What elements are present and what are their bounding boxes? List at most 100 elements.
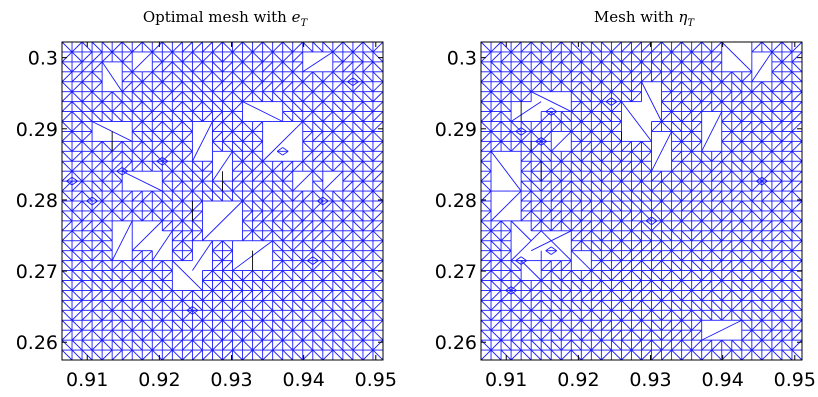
mesh-edge bbox=[372, 111, 384, 122]
mesh-edge bbox=[352, 170, 364, 182]
mesh-edge bbox=[71, 176, 78, 182]
mesh-edge bbox=[282, 81, 294, 93]
mesh-edge bbox=[71, 41, 83, 53]
mesh-edge bbox=[282, 101, 294, 112]
mesh-edge bbox=[222, 290, 233, 301]
mesh-edge bbox=[212, 190, 223, 202]
mesh-edge bbox=[151, 150, 163, 162]
mesh-edge bbox=[212, 180, 223, 192]
mesh-edge bbox=[322, 309, 334, 321]
mesh-edge bbox=[282, 170, 294, 182]
mesh-edge bbox=[312, 329, 324, 341]
mesh-edge bbox=[172, 260, 203, 291]
mesh-edge bbox=[242, 141, 253, 152]
mesh-edge bbox=[232, 61, 243, 73]
mesh-edge bbox=[312, 150, 324, 162]
mesh-edge bbox=[252, 131, 263, 142]
mesh-edge bbox=[202, 329, 213, 341]
mesh-edge bbox=[322, 210, 334, 222]
mesh-edge bbox=[302, 329, 314, 341]
mesh-edge bbox=[141, 270, 153, 281]
mesh-edge bbox=[520, 91, 532, 102]
mesh-edge bbox=[232, 160, 243, 172]
mesh-edge bbox=[372, 61, 384, 73]
mesh-edge bbox=[212, 319, 223, 331]
mesh-edge bbox=[131, 339, 143, 351]
mesh-edge bbox=[302, 290, 314, 301]
mesh-edge bbox=[131, 160, 143, 172]
mesh-edge bbox=[282, 260, 294, 271]
mesh-edge bbox=[131, 349, 143, 361]
mesh-edge bbox=[302, 141, 314, 152]
mesh-edge bbox=[71, 200, 83, 212]
mesh-edge bbox=[372, 200, 384, 212]
mesh-edge bbox=[91, 190, 103, 202]
mesh-edge bbox=[111, 329, 123, 341]
mesh-edge bbox=[141, 339, 153, 351]
mesh-edge bbox=[302, 210, 314, 222]
mesh-edge bbox=[282, 329, 294, 341]
mesh-edge bbox=[71, 121, 83, 132]
mesh-edge bbox=[530, 131, 542, 142]
mesh-edge bbox=[212, 71, 223, 83]
mesh-edge bbox=[141, 319, 153, 331]
mesh-edge bbox=[212, 141, 223, 152]
mesh-edge bbox=[121, 91, 133, 102]
mesh-edge bbox=[262, 190, 273, 202]
mesh-edge bbox=[282, 91, 294, 102]
mesh-edge bbox=[172, 339, 183, 351]
mesh-edge bbox=[262, 280, 273, 291]
mesh-edge bbox=[530, 121, 542, 132]
mesh-edge bbox=[111, 309, 123, 321]
mesh-edge bbox=[192, 309, 199, 315]
mesh-edge bbox=[91, 319, 103, 331]
mesh-edge bbox=[252, 51, 263, 63]
mesh-edge bbox=[272, 300, 284, 311]
mesh-edge bbox=[292, 290, 304, 301]
mesh-edge bbox=[252, 210, 263, 222]
mesh-edge bbox=[81, 230, 93, 242]
mesh-edge bbox=[192, 170, 203, 182]
mesh-edge bbox=[71, 131, 83, 142]
mesh-edge bbox=[342, 240, 354, 252]
mesh-edge bbox=[232, 81, 243, 93]
mesh-edge bbox=[276, 147, 283, 152]
mesh-edge bbox=[71, 280, 83, 291]
mesh-edge bbox=[276, 150, 283, 156]
mesh-edge bbox=[322, 300, 334, 311]
left-mesh-triangles bbox=[61, 41, 384, 361]
mesh-edge bbox=[202, 200, 243, 242]
mesh-edge bbox=[530, 141, 542, 152]
mesh-edge bbox=[151, 339, 163, 351]
mesh-edge bbox=[91, 210, 103, 222]
mesh-edge bbox=[202, 41, 213, 53]
mesh-edge bbox=[81, 190, 93, 202]
mesh-edge bbox=[101, 170, 113, 182]
mesh-edge bbox=[192, 329, 203, 341]
mesh-edge bbox=[81, 180, 93, 192]
mesh-edge bbox=[282, 290, 294, 301]
mesh-edge bbox=[372, 141, 384, 152]
mesh-edge bbox=[111, 180, 123, 192]
mesh-edge bbox=[372, 270, 384, 281]
mesh-edge bbox=[161, 290, 173, 301]
mesh-edge bbox=[490, 91, 502, 102]
mesh-edge bbox=[292, 349, 304, 361]
mesh-edge bbox=[151, 260, 163, 271]
mesh-edge bbox=[372, 81, 384, 93]
mesh-edge bbox=[282, 309, 294, 321]
mesh-edge bbox=[480, 111, 492, 122]
mesh-edge bbox=[182, 230, 193, 242]
mesh-edge bbox=[282, 300, 294, 311]
mesh-edge bbox=[362, 61, 374, 73]
mesh-edge bbox=[352, 160, 364, 172]
mesh-edge bbox=[71, 190, 83, 202]
mesh-edge bbox=[61, 200, 73, 212]
mesh-edge bbox=[182, 349, 193, 361]
mesh-edge bbox=[322, 280, 334, 291]
mesh-edge bbox=[192, 339, 203, 351]
mesh-edge bbox=[242, 230, 253, 242]
mesh-edge bbox=[262, 180, 273, 192]
mesh-edge bbox=[161, 141, 173, 152]
mesh-edge bbox=[282, 280, 294, 291]
